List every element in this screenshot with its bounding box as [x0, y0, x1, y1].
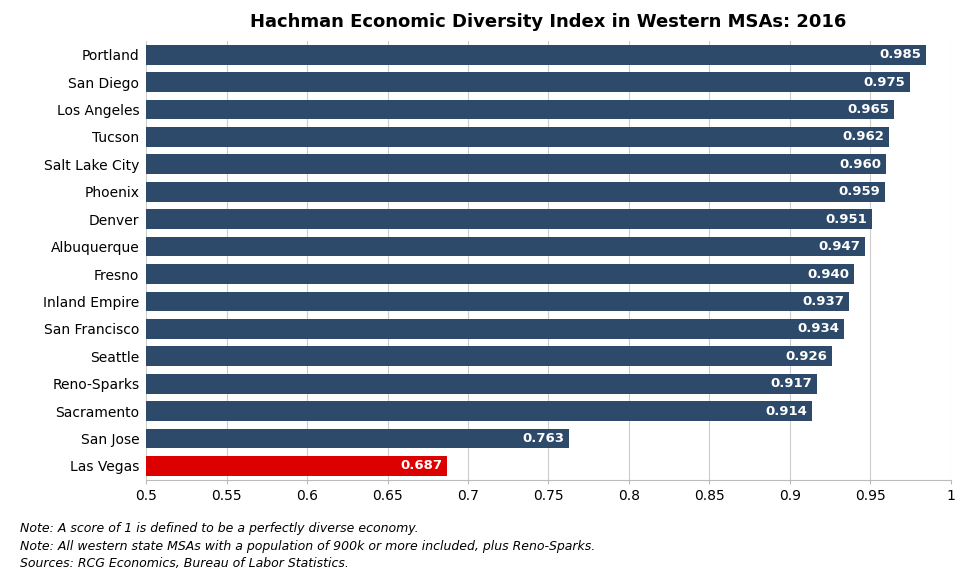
Bar — [146, 319, 844, 339]
Text: 0.960: 0.960 — [839, 158, 881, 171]
Text: 0.687: 0.687 — [401, 459, 443, 473]
Text: Note: A score of 1 is defined to be a perfectly diverse economy.: Note: A score of 1 is defined to be a pe… — [20, 522, 418, 535]
Text: 0.934: 0.934 — [798, 322, 839, 335]
Text: 0.951: 0.951 — [825, 213, 867, 226]
Bar — [146, 209, 872, 229]
Bar — [146, 237, 866, 256]
Bar — [146, 45, 926, 64]
Bar — [146, 264, 854, 284]
Text: 0.926: 0.926 — [785, 350, 827, 363]
Text: 0.959: 0.959 — [838, 185, 879, 198]
Text: Sources: RCG Economics, Bureau of Labor Statistics.: Sources: RCG Economics, Bureau of Labor … — [20, 558, 348, 570]
Bar — [146, 99, 894, 119]
Bar — [146, 429, 569, 449]
Text: 0.940: 0.940 — [807, 267, 849, 281]
Text: Note: All western state MSAs with a population of 900k or more included, plus Re: Note: All western state MSAs with a popu… — [20, 540, 595, 553]
Bar — [146, 374, 817, 394]
Title: Hachman Economic Diversity Index in Western MSAs: 2016: Hachman Economic Diversity Index in West… — [251, 13, 846, 31]
Text: 0.914: 0.914 — [765, 405, 807, 418]
Bar — [146, 291, 849, 311]
Text: 0.965: 0.965 — [847, 103, 889, 116]
Bar — [146, 154, 886, 174]
Text: 0.975: 0.975 — [864, 75, 906, 88]
Text: 0.947: 0.947 — [819, 240, 861, 253]
Text: 0.985: 0.985 — [879, 48, 921, 61]
Bar — [146, 182, 884, 202]
Bar — [146, 127, 889, 147]
Text: 0.917: 0.917 — [770, 377, 812, 390]
Text: 0.763: 0.763 — [523, 432, 565, 445]
Text: 0.937: 0.937 — [802, 295, 844, 308]
Bar — [146, 401, 812, 421]
Text: 0.962: 0.962 — [842, 130, 884, 143]
Bar — [146, 72, 911, 92]
Bar — [146, 456, 448, 476]
Bar — [146, 346, 832, 366]
